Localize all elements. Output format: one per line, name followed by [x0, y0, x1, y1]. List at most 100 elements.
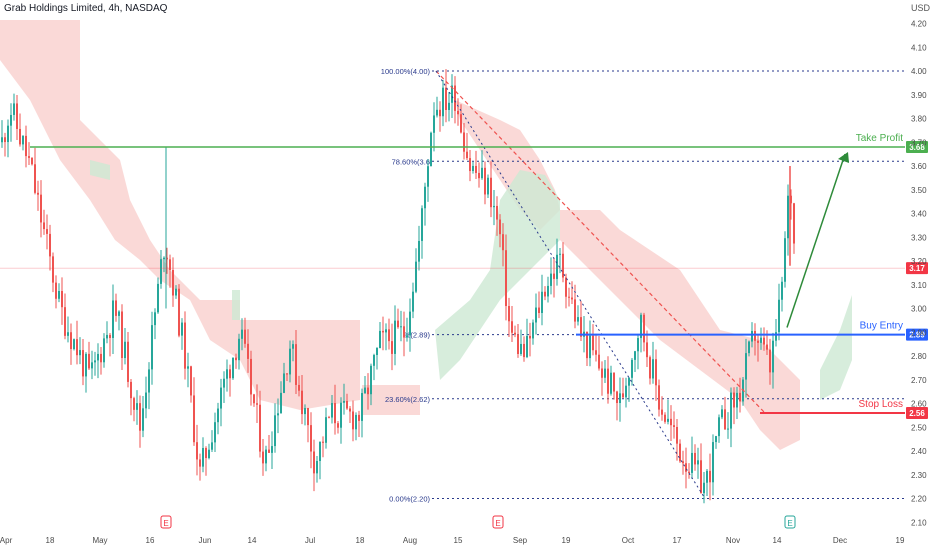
- x-tick-label-0: Apr: [0, 536, 13, 545]
- candle-body-180: [541, 291, 543, 314]
- candle-body-152: [457, 110, 459, 115]
- candle-body-210: [631, 359, 633, 378]
- candle-body-72: [217, 408, 219, 423]
- projection-arrow-line: [786, 153, 846, 328]
- candle-body-12: [37, 192, 39, 195]
- candle-body-7: [22, 135, 24, 145]
- buy-entry-tag-value: 2.89: [909, 331, 925, 340]
- candle-body-41: [124, 341, 126, 358]
- candle-body-248: [745, 353, 747, 380]
- chart-title: Grab Holdings Limited, 4h, NASDAQ: [4, 3, 168, 14]
- candle-body-107: [322, 441, 324, 443]
- candle-body-43: [130, 381, 132, 399]
- candle-body-170: [511, 321, 513, 333]
- candle-body-240: [721, 409, 723, 418]
- candle-body-263: [790, 195, 792, 204]
- candle-body-179: [538, 307, 540, 314]
- candle-body-222: [667, 418, 669, 422]
- candle-body-0: [1, 137, 3, 143]
- candle-body-160: [481, 167, 483, 179]
- candle-body-100: [301, 390, 303, 415]
- candle-body-254: [763, 337, 765, 345]
- candle-body-246: [739, 392, 741, 402]
- candle-body-155: [466, 151, 468, 159]
- candle-body-224: [673, 425, 675, 427]
- candle-body-25: [76, 339, 78, 356]
- candle-body-53: [160, 259, 162, 284]
- y-tick-label-12: 3.00: [911, 305, 927, 314]
- candle-body-62: [187, 366, 189, 369]
- candle-body-264: [793, 203, 795, 244]
- candle-body-105: [316, 460, 318, 474]
- candle-body-129: [388, 329, 390, 342]
- candle-body-229: [688, 471, 690, 473]
- price-levels: Take Profit Buy Entry Stop Loss 3.68 3.17 2.8…: [0, 133, 928, 419]
- candle-body-42: [127, 341, 129, 382]
- x-tick-label-2: May: [92, 536, 107, 545]
- candle-body-113: [340, 402, 342, 428]
- candle-body-67: [202, 447, 204, 467]
- candle-body-36: [109, 334, 111, 338]
- candle-body-132: [397, 320, 399, 328]
- y-tick-label-9: 3.30: [911, 233, 927, 242]
- candle-body-31: [94, 360, 96, 363]
- candle-body-145: [436, 109, 438, 116]
- candle-body-186: [559, 253, 561, 255]
- candle-body-85: [256, 403, 258, 405]
- candle-body-46: [139, 403, 141, 431]
- fib-label-2: %(2.89): [404, 331, 431, 340]
- x-tick-label-11: 19: [562, 536, 571, 545]
- candle-body-234: [703, 482, 705, 494]
- candle-body-40: [121, 311, 123, 358]
- candle-body-244: [733, 392, 735, 408]
- candle-body-95: [286, 373, 288, 375]
- candle-body-68: [205, 447, 207, 459]
- candle-body-52: [157, 283, 159, 313]
- candle-body-120: [361, 393, 363, 421]
- candle-body-91: [274, 415, 276, 447]
- y-tick-label-1: 4.10: [911, 43, 927, 52]
- candle-body-164: [493, 205, 495, 208]
- candle-body-235: [706, 470, 708, 483]
- candle-body-10: [31, 157, 33, 165]
- candle-body-206: [619, 393, 621, 404]
- candle-body-93: [280, 392, 282, 414]
- projection-arrow-head: [838, 152, 849, 163]
- candle-body-207: [622, 393, 624, 398]
- candle-body-117: [352, 411, 354, 430]
- take-profit-label: Take Profit: [856, 133, 903, 144]
- x-tick-label-12: Oct: [622, 536, 635, 545]
- candle-body-119: [358, 414, 360, 421]
- x-tick-label-17: 19: [896, 536, 905, 545]
- bullish-cloud-2: [435, 170, 560, 380]
- candle-body-258: [775, 332, 777, 341]
- candle-body-190: [571, 297, 573, 300]
- candle-body-245: [736, 392, 738, 408]
- candle-body-76: [229, 369, 231, 379]
- trend-drawings: [435, 70, 849, 499]
- y-tick-label-2: 4.00: [911, 67, 927, 76]
- candle-body-87: [262, 451, 264, 464]
- candle-body-75: [226, 369, 228, 379]
- candle-body-195: [586, 331, 588, 359]
- candle-body-205: [616, 391, 618, 404]
- candle-body-167: [502, 234, 504, 251]
- y-tick-label-7: 3.50: [911, 186, 927, 195]
- candle-body-242: [727, 428, 729, 430]
- candle-body-9: [28, 156, 30, 158]
- candle-body-133: [400, 326, 402, 328]
- candle-body-97: [292, 344, 294, 349]
- candle-body-231: [694, 452, 696, 465]
- candle-body-176: [529, 335, 531, 339]
- candle-body-175: [526, 335, 528, 358]
- y-tick-label-11: 3.10: [911, 281, 927, 290]
- y-tick-label-18: 2.40: [911, 447, 927, 456]
- candle-body-259: [778, 299, 780, 333]
- candle-body-45: [136, 403, 138, 410]
- candle-body-16: [49, 233, 51, 257]
- candle-body-136: [409, 311, 411, 336]
- candle-body-44: [133, 398, 135, 410]
- candle-body-18: [55, 282, 57, 299]
- candle-body-70: [211, 442, 213, 450]
